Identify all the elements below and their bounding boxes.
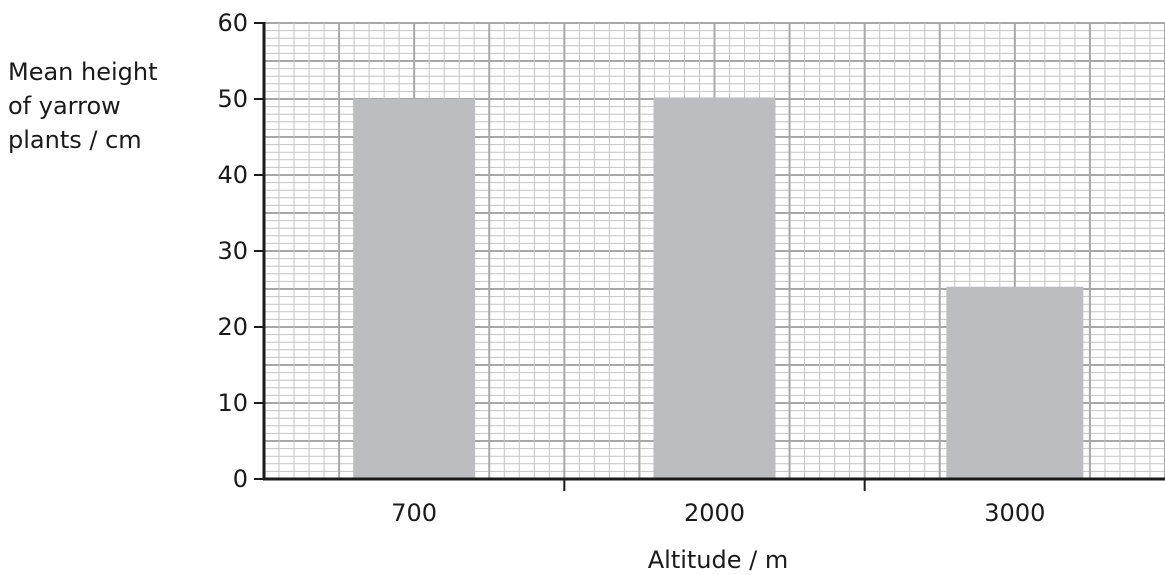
y-tick-label: 20: [217, 313, 248, 341]
y-tick-labels: 0 10 20 30 40 50 60: [217, 9, 248, 493]
bar-3000: [946, 286, 1084, 479]
y-tick-label: 30: [217, 237, 248, 265]
y-tick-label: 0: [233, 465, 248, 493]
x-tick-label: 700: [391, 499, 437, 527]
axes-group: [254, 22, 1165, 491]
y-tick-label: 10: [217, 389, 248, 417]
x-tick-label: 2000: [684, 499, 745, 527]
bar-2000: [653, 97, 776, 479]
y-axis-label-line-1: Mean height: [8, 58, 158, 86]
bar-700: [353, 99, 476, 479]
y-axis-label-line-2: of yarrow: [8, 92, 121, 120]
bars-group: [353, 97, 1084, 479]
x-tick-label: 3000: [984, 499, 1045, 527]
y-tick-label: 50: [217, 85, 248, 113]
y-tick-label: 60: [217, 9, 248, 37]
x-tick-labels: 700 2000 3000: [391, 499, 1045, 527]
y-axis-label-line-3: plants / cm: [8, 126, 142, 154]
y-tick-label: 40: [217, 161, 248, 189]
x-axis-label: Altitude / m: [648, 546, 789, 574]
